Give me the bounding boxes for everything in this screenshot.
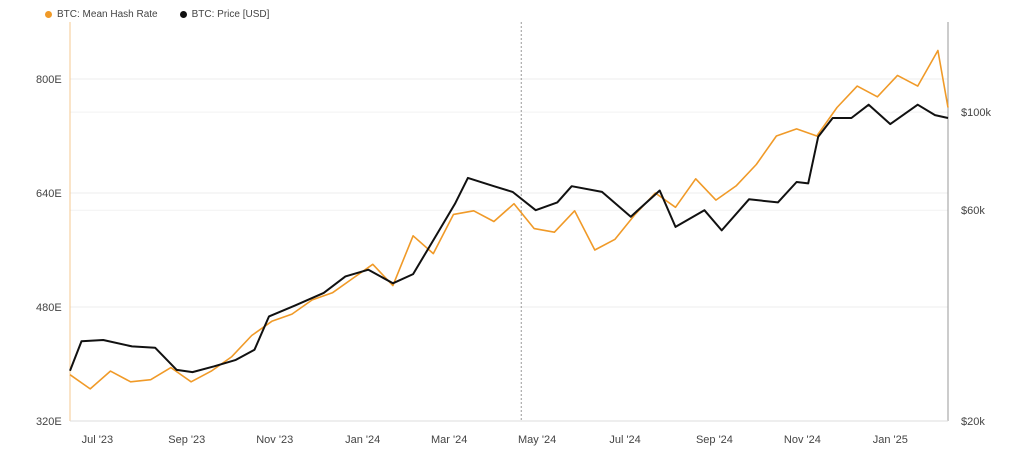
legend-item-hash-rate[interactable]: BTC: Mean Hash Rate [45, 9, 158, 20]
x-tick-label: Jan '25 [873, 434, 908, 446]
right-tick-label: $60k [961, 205, 985, 217]
x-tick-label: Nov '24 [784, 434, 821, 446]
legend-item-price[interactable]: BTC: Price [USD] [179, 9, 270, 20]
price-line [69, 103, 949, 374]
x-tick-label: Jul '23 [82, 434, 113, 446]
chart-legend: BTC: Mean Hash Rate BTC: Price [USD] [45, 9, 269, 20]
left-tick-label: 640E [36, 188, 62, 200]
x-tick-label: Sep '23 [168, 434, 205, 446]
series-layer [69, 49, 949, 390]
left-tick-label: 480E [36, 302, 62, 314]
hash-rate-line [69, 49, 949, 390]
left-axis-ticks: 800E 640E 480E 320E [36, 74, 62, 428]
left-tick-label: 320E [36, 416, 62, 428]
x-axis-ticks: Jul '23 Sep '23 Nov '23 Jan '24 Mar '24 May '… [82, 434, 908, 446]
right-axis-ticks: $100k $60k $20k [961, 107, 991, 428]
right-tick-label: $20k [961, 416, 985, 428]
x-tick-label: May '24 [518, 434, 556, 446]
x-tick-label: Jul '24 [609, 434, 640, 446]
right-tick-label: $100k [961, 107, 991, 119]
x-tick-label: Sep '24 [696, 434, 733, 446]
legend-label-price: BTC: Price [USD] [191, 9, 270, 20]
legend-label-hash-rate: BTC: Mean Hash Rate [57, 9, 158, 20]
x-tick-label: Nov '23 [256, 434, 293, 446]
hash-rate-swatch [45, 11, 52, 18]
x-tick-label: Jan '24 [345, 434, 380, 446]
price-swatch [179, 11, 187, 18]
x-tick-label: Mar '24 [431, 434, 467, 446]
left-tick-label: 800E [36, 74, 62, 86]
